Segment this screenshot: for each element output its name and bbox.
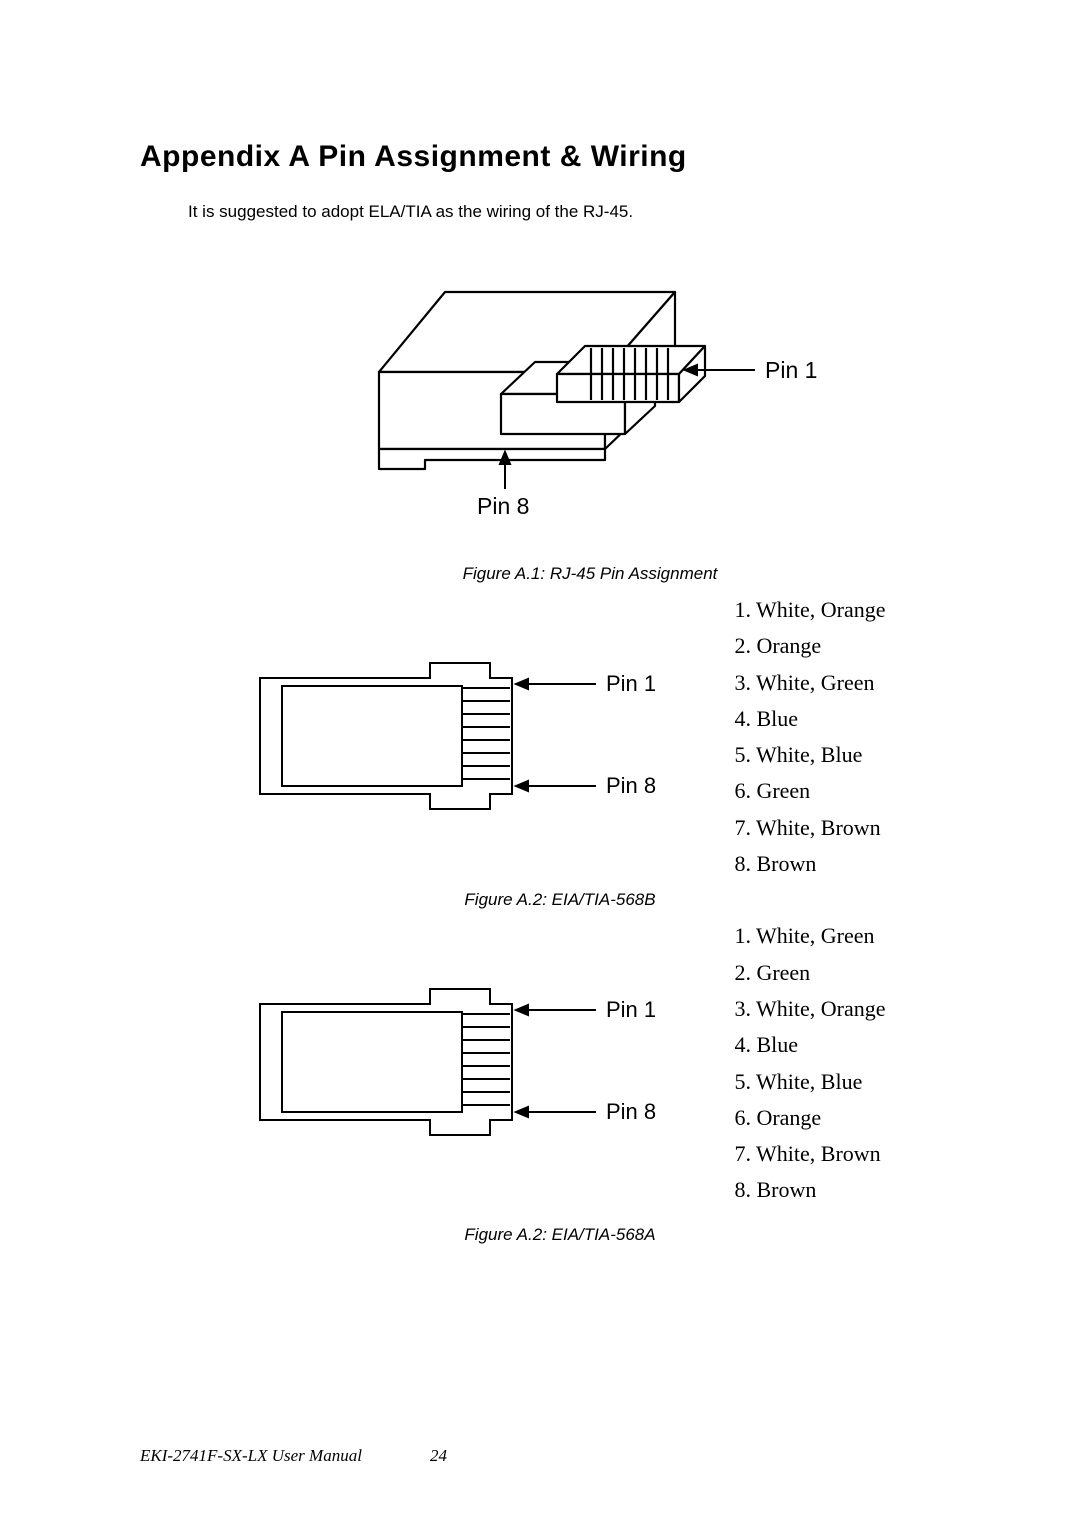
intro-text: It is suggested to adopt ELA/TIA as the … [188, 202, 980, 222]
page-title: Appendix A Pin Assignment & Wiring [140, 140, 980, 174]
figure-a2b-row: Pin 1 Pin 8 1. White, Orange 2. Orange 3… [140, 628, 980, 882]
pin1-label-568a: Pin 1 [606, 997, 656, 1022]
pin8-label: Pin 8 [477, 493, 529, 519]
pin-item: 4. Blue [734, 1027, 885, 1063]
pin-item: 7. White, Brown [734, 1136, 885, 1172]
figure-a1-caption: Figure A.1: RJ-45 Pin Assignment [463, 564, 718, 584]
figure-a2a-caption: Figure A.2: EIA/TIA-568A [140, 1225, 980, 1245]
pin-item: 3. White, Green [734, 665, 885, 701]
figure-a1: Pin 1 Pin 8 Figure A.1: RJ-45 Pin Assign… [140, 274, 980, 628]
pin-item: 3. White, Orange [734, 991, 885, 1027]
pin-item: 6. Green [734, 773, 885, 809]
pin1-label-568b: Pin 1 [606, 671, 656, 696]
pin1-label: Pin 1 [765, 357, 817, 383]
pin-item: 7. White, Brown [734, 810, 885, 846]
page: Appendix A Pin Assignment & Wiring It is… [0, 0, 1080, 1528]
pin-item: 5. White, Blue [734, 737, 885, 773]
pin-item: 5. White, Blue [734, 1064, 885, 1100]
figure-a2a-row: Pin 1 Pin 8 1. White, Green 2. Green 3. … [140, 954, 980, 1208]
pin-item: 1. White, Green [734, 918, 885, 954]
pin-item: 6. Orange [734, 1100, 885, 1136]
pin-item: 4. Blue [734, 701, 885, 737]
rj45-3d-diagram: Pin 1 Pin 8 [325, 274, 855, 534]
pin-item: 2. Orange [734, 628, 885, 664]
footer-manual: EKI-2741F-SX-LX User Manual [140, 1446, 362, 1466]
pin-list-568b: 1. White, Orange 2. Orange 3. White, Gre… [734, 592, 885, 882]
pin-item: 8. Brown [734, 1172, 885, 1208]
pin8-label-568a: Pin 8 [606, 1099, 656, 1124]
rj45-front-568b: Pin 1 Pin 8 [234, 628, 714, 828]
pin-list-568a: 1. White, Green 2. Green 3. White, Orang… [734, 918, 885, 1208]
pin-item: 8. Brown [734, 846, 885, 882]
footer-page-number: 24 [430, 1446, 447, 1466]
rj45-front-568a: Pin 1 Pin 8 [234, 954, 714, 1154]
pin-item: 1. White, Orange [734, 592, 885, 628]
pin-item: 2. Green [734, 955, 885, 991]
figure-a2b-caption: Figure A.2: EIA/TIA-568B [140, 890, 980, 910]
pin8-label-568b: Pin 8 [606, 773, 656, 798]
